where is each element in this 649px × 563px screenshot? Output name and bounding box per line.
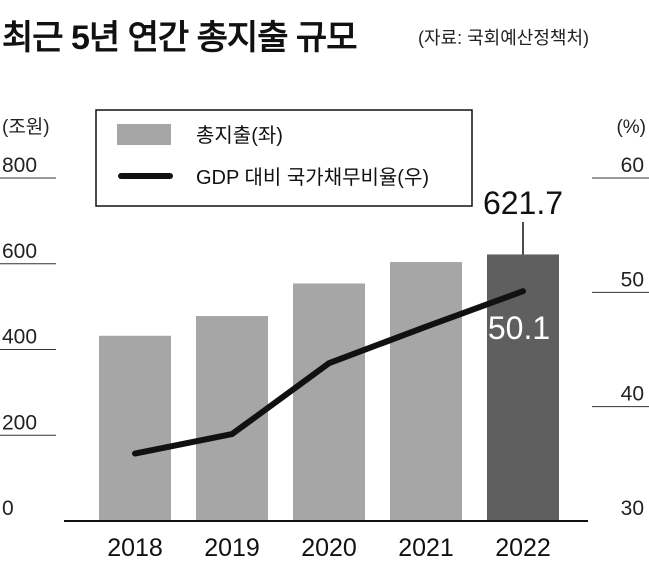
left-tick-label: 600: [2, 240, 37, 263]
category-label: 2018: [107, 534, 163, 562]
bar-2018: [99, 335, 171, 521]
title-row: 최근 5년 연간 총지출 규모 (자료: 국회예산정책처): [0, 10, 649, 57]
right-tick-label: 50: [621, 268, 644, 291]
legend-label-line: GDP 대비 국가채무비율(우): [196, 166, 429, 189]
category-label: 2020: [301, 534, 357, 562]
bar-2021: [390, 262, 462, 521]
right-tick-label: 60: [621, 154, 644, 177]
right-tick-label: 30: [621, 497, 644, 520]
right-tick-label: 40: [621, 383, 644, 406]
left-tick-label: 400: [2, 326, 37, 349]
left-tick-label: 0: [2, 497, 14, 520]
category-label: 2019: [204, 534, 260, 562]
bar-2022: [487, 254, 559, 522]
right-axis-unit: (%): [616, 117, 646, 138]
category-label: 2022: [495, 534, 551, 562]
left-tick-label: 200: [2, 411, 37, 434]
chart-source: (자료: 국회예산정책처): [418, 28, 590, 48]
left-axis-unit: (조원): [2, 116, 50, 138]
legend-label-bar: 총지출(좌): [196, 124, 283, 147]
chart-title: 최근 5년 연간 총지출 규모: [2, 19, 357, 57]
line-value-label: 50.1: [488, 310, 550, 346]
bar-value-label: 621.7: [483, 185, 563, 221]
bar-2020: [293, 283, 365, 521]
left-tick-label: 800: [2, 154, 37, 177]
legend-swatch-bar: [117, 124, 171, 145]
category-label: 2021: [398, 534, 454, 562]
